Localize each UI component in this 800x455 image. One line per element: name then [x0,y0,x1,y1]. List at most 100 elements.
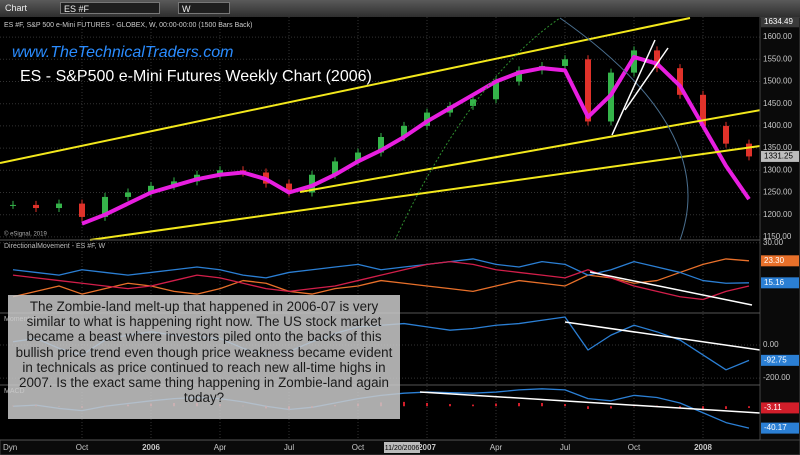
histogram-bar [472,404,474,407]
y-tick-label: 1200.00 [763,210,792,219]
chart-label[interactable]: Chart [5,3,28,13]
histogram-bar [426,402,428,407]
y-tick-label: 1600.00 [763,32,792,41]
candle [33,204,39,209]
value-marker-label: 1634.49 [764,17,793,26]
x-tick-label: Oct [628,443,641,452]
histogram-bar [610,406,612,409]
trend-annotation [564,321,761,351]
histogram-bar [679,406,681,408]
value-marker-label: 1331.25 [764,152,793,161]
candle [171,181,177,186]
histogram-bar [449,404,451,407]
histogram-bar [564,404,566,407]
arc [559,17,689,241]
candle [493,81,499,100]
trend-annotation [419,391,761,414]
x-tick-label: Apr [214,443,227,452]
dyn-button[interactable]: Dyn [3,443,17,452]
value-marker-label: 23.30 [764,256,785,265]
x-tick-label: Oct [352,443,365,452]
cursor-box [384,442,420,453]
candle [562,59,568,66]
website: www.TheTechnicalTraders.com [12,44,233,61]
x-tick-label: Jul [284,443,294,452]
trend-annotation [624,47,669,111]
annotations [0,17,800,414]
candle [470,99,476,106]
note: The Zombie-land melt-up that happened in… [8,295,400,419]
candle [286,183,292,193]
histogram-bar [403,401,405,407]
value-axis [759,16,800,441]
histogram-bar [541,402,543,407]
series-line [81,55,751,226]
y-tick-label: 1250.00 [763,188,792,197]
histogram-bar [748,406,750,408]
x-tick-label: Apr [490,443,503,452]
histogram-bar [702,406,704,410]
panel-title: DirectionalMovement - ES #F, W [4,243,106,250]
axes: Oct 2006 Apr Jul Oct 2007 Apr Jul Oct 2008 11/20/2… [0,16,800,455]
x-tick-label: 2006 [142,443,160,452]
value-marker [761,150,799,162]
copyright: © eSignal, 2019 [4,231,47,238]
candle [217,170,223,175]
candle [723,125,729,144]
channel-line [0,17,691,164]
candle [102,196,108,217]
candle [79,203,85,217]
y-tick-label: 1150.00 [763,232,792,241]
x-tick-label: 2007 [418,443,436,452]
candle [401,125,407,137]
trend-annotation [589,271,753,306]
y-tick-label: 1550.00 [763,54,792,63]
value-marker-label: -40.17 [764,423,787,432]
candle [516,70,522,82]
y-tick-label: 30.00 [763,238,784,247]
toolbar: Chart ES #F W [0,0,800,17]
value-marker [761,277,799,289]
candle [677,68,683,95]
value-marker-label: -92.75 [764,355,787,364]
interval-input[interactable]: W [178,2,230,14]
value-marker-label: -3.11 [764,403,782,412]
x-tick-label: Jul [560,443,570,452]
candle [10,204,16,206]
candle [700,94,706,126]
value-marker [761,255,799,267]
histogram-bar [725,406,727,409]
candle [56,203,62,209]
value-marker [761,16,799,28]
series-line [12,260,750,301]
chart-header: ES #F, S&P 500 e-Mini FUTURES - GLOBEX, … [4,22,252,29]
candle [654,50,660,69]
channel-line [89,145,761,241]
channel-line [299,102,800,193]
value-marker [761,402,799,414]
candle [355,152,361,162]
value-marker-label: 15.16 [764,278,785,287]
candle [746,143,752,157]
candle [585,59,591,122]
cursor-label: 11/20/2006 [385,445,420,452]
x-tick-label: Oct [76,443,89,452]
y-tick-label: 1500.00 [763,77,792,86]
trend-annotation [611,39,656,136]
histogram-bar [495,403,497,407]
y-tick-label: 1350.00 [763,143,792,152]
x-tick-label: 2008 [694,443,712,452]
series-line [12,258,750,284]
candle [378,136,384,153]
candle [148,185,154,193]
histogram-bar [518,402,520,407]
series-line [12,258,750,298]
y-tick-label: 1400.00 [763,121,792,130]
histogram-bar [587,406,589,409]
arc [394,17,561,241]
candle [631,50,637,73]
value-marker [761,354,799,366]
symbol-input[interactable]: ES #F [60,2,160,14]
candle [332,161,338,175]
